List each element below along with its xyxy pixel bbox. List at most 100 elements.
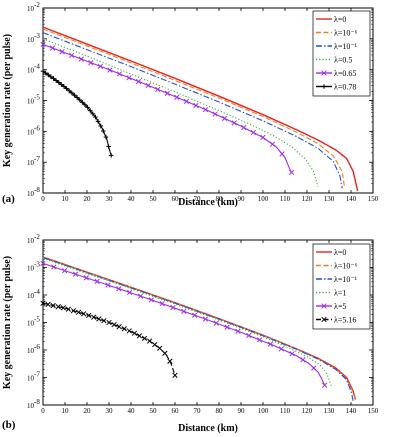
- x-tick-label: 30: [106, 407, 114, 415]
- x-tick-label: 0: [41, 195, 45, 203]
- marker: [183, 98, 190, 105]
- y-tick-exponent: -6: [34, 124, 40, 132]
- series-5: [40, 68, 114, 158]
- x-tick-label: 130: [324, 195, 335, 203]
- marker: [111, 321, 117, 328]
- series-line: [42, 257, 354, 401]
- legend-entry: λ=0: [334, 15, 346, 24]
- marker: [116, 71, 123, 77]
- marker: [222, 115, 228, 122]
- y-tick-label: 10: [27, 67, 35, 75]
- y-tick-exponent: -3: [34, 261, 40, 269]
- y-tick-exponent: -8: [34, 398, 40, 406]
- marker: [152, 341, 158, 348]
- marker: [311, 365, 317, 371]
- marker: [62, 267, 68, 274]
- marker: [136, 333, 143, 339]
- marker: [105, 282, 111, 288]
- marker: [241, 124, 247, 131]
- legend-box: [312, 243, 371, 330]
- series-3: [42, 257, 332, 386]
- x-tick-label: 130: [324, 407, 335, 415]
- x-tick-label: 60: [172, 195, 180, 203]
- y-tick-label: 10: [27, 265, 35, 273]
- x-tick-label: 50: [150, 195, 158, 203]
- marker: [135, 78, 142, 85]
- marker: [172, 372, 178, 378]
- series-line: [42, 257, 332, 386]
- legend-entry: λ=0.65: [334, 69, 356, 78]
- series-line: [42, 70, 112, 156]
- marker: [174, 94, 180, 100]
- marker: [50, 302, 56, 309]
- marker: [213, 320, 219, 326]
- marker: [288, 169, 295, 175]
- marker: [300, 357, 306, 363]
- legend: λ=0 λ=10⁻⁶ λ=10⁻¹ λ=1 λ=5 λ=5.16: [312, 243, 371, 330]
- x-tick-label: 140: [346, 407, 357, 415]
- y-tick-label: 10: [27, 292, 35, 300]
- marker: [164, 90, 170, 96]
- marker: [246, 332, 252, 339]
- marker: [235, 328, 241, 334]
- x-tick-label: 100: [258, 195, 269, 203]
- marker: [40, 260, 46, 267]
- marker: [289, 351, 295, 357]
- marker: [51, 264, 57, 270]
- panel-a: 0 10 20 30 40 50 60 70 80 90 100 110 120 130 140 15010-…: [2, 1, 379, 208]
- x-tick-label: 150: [368, 195, 379, 203]
- marker: [70, 308, 77, 314]
- marker: [69, 52, 75, 59]
- series-line: [42, 28, 345, 187]
- x-tick-label: 70: [194, 407, 202, 415]
- marker: [45, 301, 51, 308]
- y-tick-label: 10: [27, 98, 35, 106]
- y-tick-label: 10: [27, 190, 35, 198]
- marker: [121, 326, 127, 332]
- marker: [49, 45, 56, 51]
- y-tick-label: 10: [27, 402, 35, 410]
- series-5: [40, 300, 178, 378]
- marker: [148, 297, 154, 303]
- legend-entry: λ=10⁻⁶: [334, 262, 358, 271]
- x-tick-label: 120: [302, 195, 313, 203]
- marker: [231, 120, 237, 126]
- marker: [86, 312, 92, 319]
- x-tick-label: 110: [280, 407, 291, 415]
- legend-marker: [321, 316, 327, 323]
- x-tick-label: 10: [62, 195, 70, 203]
- marker: [60, 305, 66, 311]
- x-tick-label: 110: [280, 195, 291, 203]
- marker: [55, 304, 61, 310]
- panel-label: (a): [2, 193, 15, 205]
- marker: [75, 309, 82, 315]
- marker: [40, 41, 46, 48]
- y-axis-label: Key generation rate (per pulse): [2, 34, 13, 167]
- legend-entry: λ=10⁻¹: [334, 42, 358, 51]
- y-tick-exponent: -5: [34, 316, 40, 324]
- y-tick-exponent: -2: [34, 233, 40, 241]
- marker: [116, 286, 122, 292]
- marker: [202, 106, 209, 113]
- legend-entry: λ=5: [334, 302, 346, 311]
- x-tick-label: 50: [150, 407, 158, 415]
- legend-entry: λ=0: [334, 248, 346, 257]
- y-tick-exponent: -8: [34, 186, 40, 194]
- y-tick-label: 10: [27, 237, 35, 245]
- x-tick-label: 80: [216, 195, 224, 203]
- marker: [193, 102, 199, 109]
- marker: [116, 324, 122, 330]
- marker: [94, 278, 100, 285]
- panel-b: 0 10 20 30 40 50 60 70 80 90 100 110 120 130 140 15010-…: [2, 233, 379, 434]
- x-tick-label: 60: [172, 407, 180, 415]
- marker: [162, 350, 168, 356]
- legend: λ=0 λ=10⁻⁶ λ=10⁻¹ λ=0.5 λ=0.65 λ=0.78: [312, 10, 371, 97]
- x-tick-label: 150: [368, 407, 379, 415]
- y-tick-label: 10: [27, 159, 35, 167]
- marker: [269, 141, 276, 147]
- x-tick-label: 80: [216, 407, 224, 415]
- panel-label: (b): [2, 419, 16, 431]
- x-tick-label: 20: [84, 407, 92, 415]
- marker: [106, 319, 112, 326]
